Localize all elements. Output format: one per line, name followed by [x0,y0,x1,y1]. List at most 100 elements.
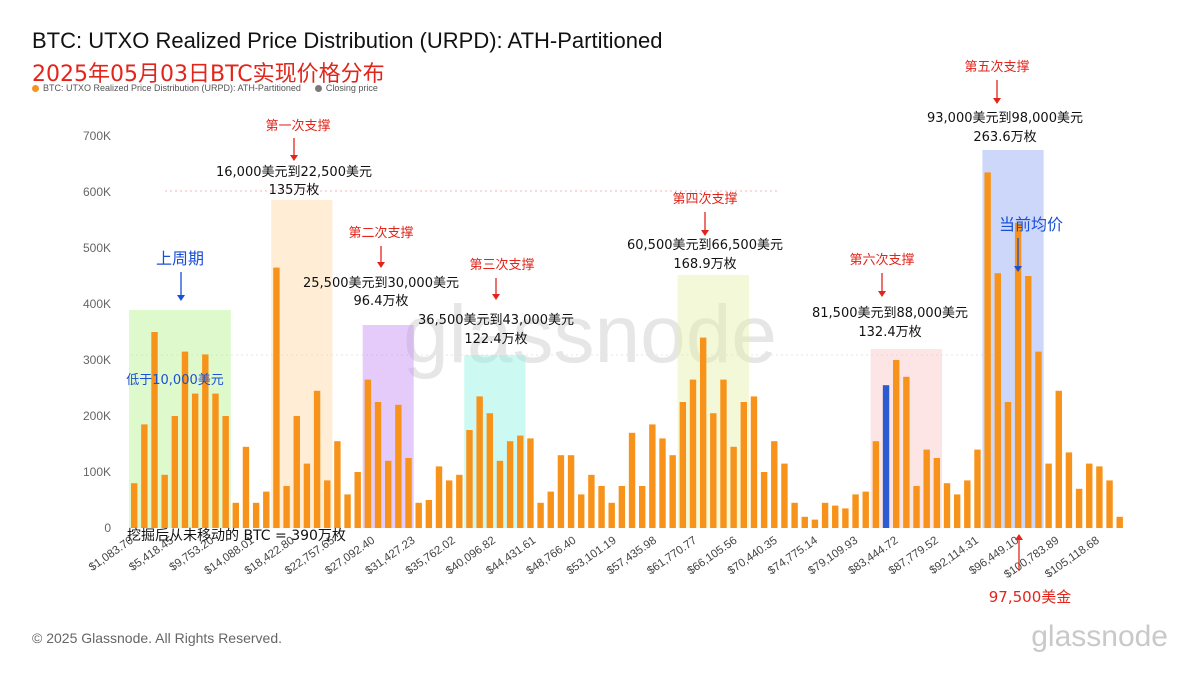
legend-item-urpd[interactable]: BTC: UTXO Realized Price Distribution (U… [32,83,301,93]
watermark-text: glassnode [403,289,777,380]
urpd-bar [1116,516,1123,528]
support-6-title: 第六次支撑 [849,252,914,268]
urpd-bar [425,500,433,528]
urpd-bar [486,413,493,528]
urpd-bar [578,494,585,528]
urpd-bar [1096,466,1103,528]
support-4-range: 60,500美元到66,500美元 [627,238,783,253]
urpd-bar [628,432,636,528]
urpd-bar [821,502,829,528]
chart-subtitle: 2025年05月03日BTC实现价格分布 [32,62,385,87]
arrow-head-icon [993,98,1001,104]
urpd-bar [679,402,687,528]
current-average-title: 当前均价 [999,215,1063,234]
support-1-amount: 135万枚 [269,183,320,198]
urpd-bar [405,458,412,528]
support-4-amount: 168.9万枚 [673,257,736,272]
urpd-bar [750,396,758,528]
urpd-bar [953,494,961,528]
urpd-bar [273,267,280,528]
urpd-bar [669,455,676,528]
support-6-range: 81,500美元到88,000美元 [812,306,968,321]
urpd-bar [588,474,595,528]
support-5-amount: 263.6万枚 [973,130,1036,145]
urpd-bar [354,472,361,528]
urpd-bar [984,172,991,528]
urpd-bar [415,502,422,528]
urpd-bar [1045,463,1052,528]
urpd-bar [557,455,565,528]
urpd-bar [791,502,798,528]
urpd-bar [811,519,819,528]
support-2-amount: 96.4万枚 [354,294,409,309]
urpd-bar [161,474,168,528]
arrow-head-icon [492,294,500,300]
urpd-bar [710,413,717,528]
urpd-bar [781,463,788,528]
chart-title: BTC: UTXO Realized Price Distribution (U… [32,28,663,53]
y-tick-label: 400K [83,297,111,311]
legend-dot-icon [314,84,322,92]
urpd-bar [344,494,351,528]
urpd-bar [862,491,869,528]
urpd-bar [1014,222,1022,529]
urpd-bar [283,486,290,528]
urpd-bar [994,273,1001,528]
urpd-bar [598,486,605,528]
urpd-bar [395,404,402,528]
support-5-title: 第五次支撑 [964,59,1029,75]
urpd-bar [842,508,849,528]
urpd-bar [832,505,839,528]
legend-label: Closing price [325,83,378,93]
urpd-bar [771,441,778,528]
arrow-head-icon [878,291,886,297]
urpd-bar [567,455,575,528]
urpd-bar [445,480,453,528]
closing-price-bar [882,385,890,528]
urpd-bar [649,424,656,528]
y-tick-label: 600K [83,185,111,199]
urpd-bar [943,483,951,528]
y-tick-label: 100K [83,465,111,479]
urpd-bar [1035,351,1042,528]
urpd-bar [1004,402,1012,528]
y-tick-label: 500K [83,241,111,255]
urpd-bar [1086,463,1093,528]
arrow-up-icon [1015,534,1023,540]
urpd-bar [476,396,483,528]
arrow-head-icon [177,295,185,301]
current-price-label: 97,500美金 [989,588,1072,606]
arrow-head-icon [701,230,709,236]
urpd-bar [872,441,880,528]
urpd-bar [181,351,189,528]
urpd-bar [964,480,971,528]
urpd-bar [933,458,941,528]
urpd-bar [639,486,646,528]
urpd-bar [923,449,930,528]
support-5-range: 93,000美元到98,000美元 [927,111,1083,126]
urpd-bar [506,441,514,528]
urpd-bar [496,460,504,528]
prev-cycle-label: 低于10,000美元 [126,373,224,388]
urpd-bar [303,463,311,528]
urpd-bar [141,424,148,528]
legend-item-closing[interactable]: Closing price [314,83,378,93]
urpd-bar [171,416,179,528]
urpd-bar [1025,276,1032,528]
support-4-title: 第四次支撑 [672,191,737,207]
urpd-bar [974,449,981,528]
urpd-bar [537,502,544,528]
arrow-head-icon [290,155,298,161]
urpd-bar [527,438,534,528]
urpd-bar [689,379,697,528]
legend: BTC: UTXO Realized Price Distribution (U… [32,83,378,93]
urpd-bar [222,416,229,528]
urpd-bar [131,483,138,528]
urpd-bar [699,337,707,528]
urpd-bar [720,379,727,528]
urpd-bar [334,441,341,528]
urpd-bar [1055,390,1062,528]
unmoved-btc-note: 挖掘后从未移动的 BTC = 390万枚 [127,528,346,544]
urpd-bar [374,402,382,528]
